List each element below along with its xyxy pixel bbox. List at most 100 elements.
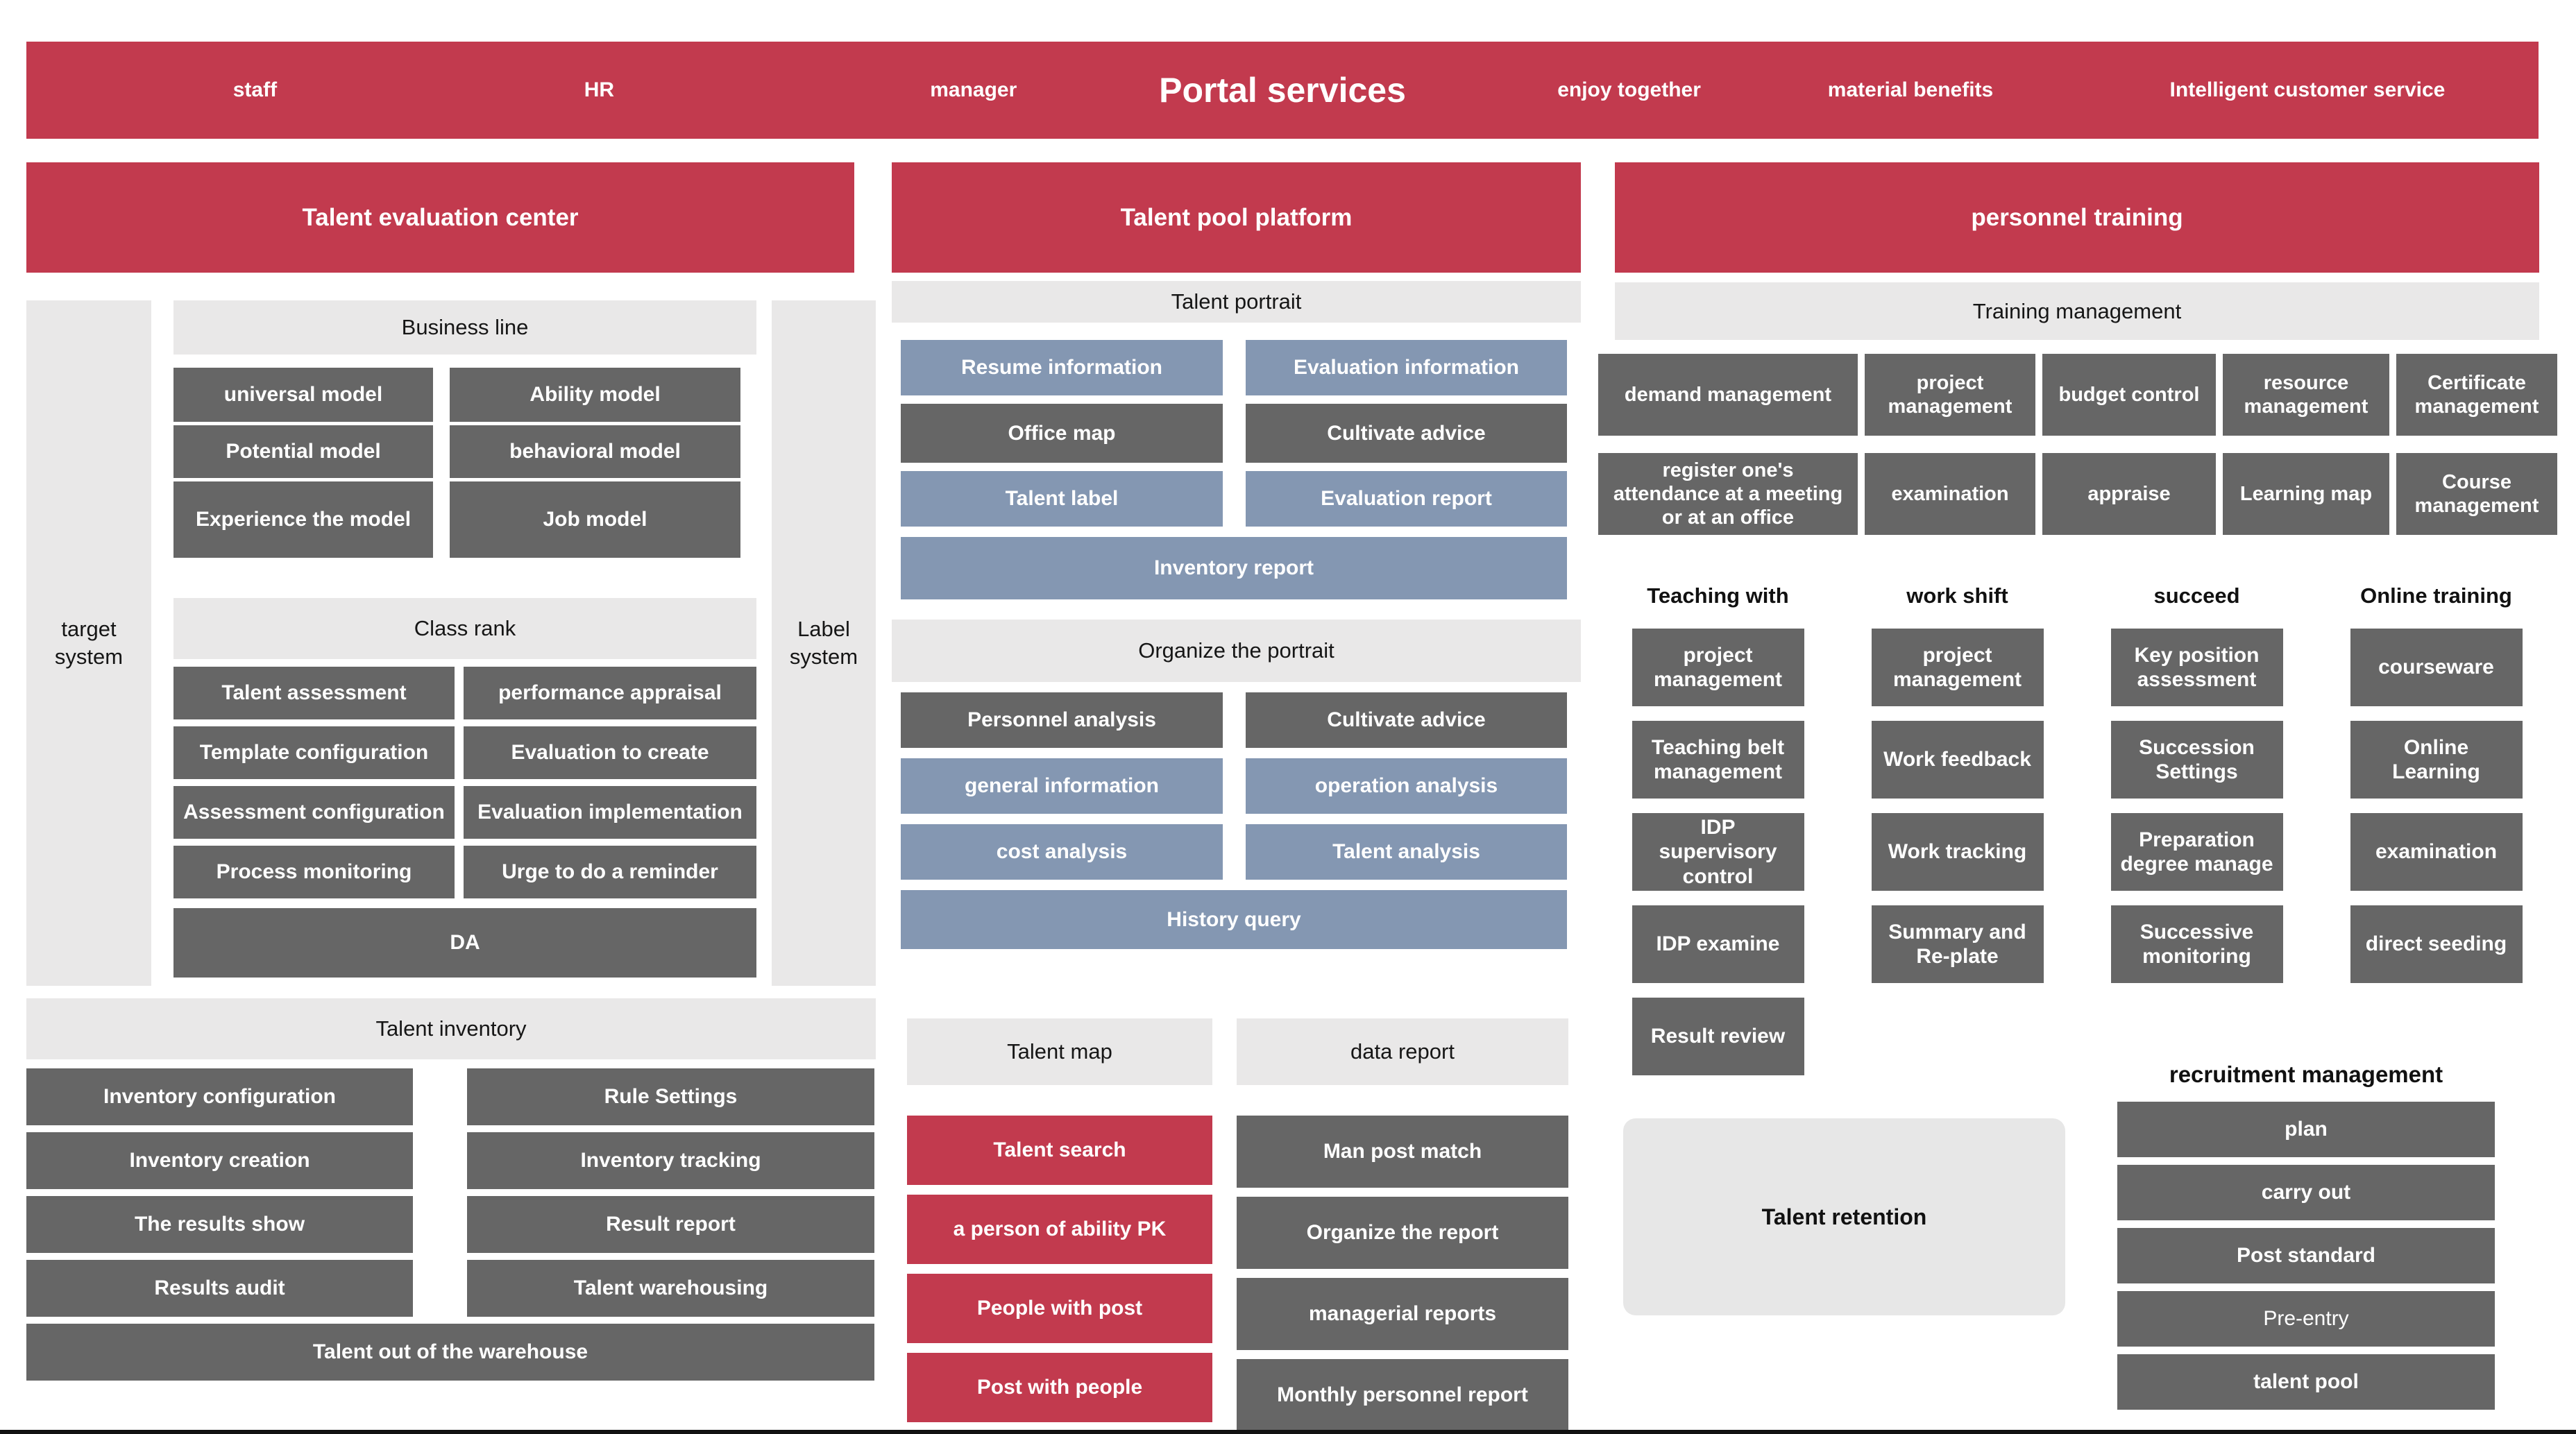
module-box: direct seeding — [2350, 905, 2523, 983]
module-box: Summary and Re-plate — [1871, 905, 2044, 983]
module-box: Inventory configuration — [26, 1068, 413, 1125]
module-box: register one's attendance at a meeting o… — [1598, 453, 1858, 535]
track-work-shift: work shift project management Work feedb… — [1871, 583, 2044, 1075]
track-online-training: Online training courseware Online Learni… — [2350, 583, 2523, 1075]
module-box: resource management — [2223, 354, 2389, 436]
track-stack: courseware Online Learning examination d… — [2350, 629, 2523, 983]
module-box: Key position assessment — [2110, 629, 2283, 706]
module-box: Preparation degree manage — [2110, 813, 2283, 891]
module-box: Teaching belt management — [1632, 721, 1804, 799]
module-box: examination — [2350, 813, 2523, 891]
module-box: Assessment configuration — [173, 786, 455, 839]
module-box: performance appraisal — [464, 667, 756, 719]
banner-enjoy-together: enjoy together — [1557, 78, 1701, 101]
module-box: Post with people — [907, 1353, 1212, 1422]
module-box: managerial reports — [1237, 1278, 1568, 1350]
module-box: Template configuration — [173, 726, 455, 779]
page-title: Portal services — [1159, 71, 1406, 110]
organize-portrait-grid: Personnel analysis Cultivate advice gene… — [901, 692, 1567, 949]
talent-inventory-grid: Inventory configuration Rule Settings In… — [26, 1068, 876, 1317]
module-box: budget control — [2042, 354, 2216, 436]
label-system-sidebar: Label system — [772, 300, 876, 986]
module-box: Ability model — [450, 368, 740, 422]
top-banner: staff HR manager Portal services enjoy t… — [26, 42, 2539, 139]
module-box: project management — [1865, 354, 2035, 436]
module-box: cost analysis — [901, 824, 1223, 880]
module-box-history-query: History query — [901, 890, 1567, 949]
module-box: behavioral model — [450, 425, 740, 478]
module-box: Result review — [1632, 998, 1804, 1075]
module-box: Results audit — [26, 1260, 413, 1317]
module-box: Course management — [2396, 453, 2557, 535]
module-box: People with post — [907, 1274, 1212, 1343]
talent-map-subsection: Talent map Talent search a person of abi… — [907, 1018, 1212, 1431]
track-stack: project management Work feedback Work tr… — [1871, 629, 2044, 983]
module-box: Post standard — [2117, 1228, 2495, 1283]
evaluation-middle-zone: target system Business line universal mo… — [26, 300, 876, 986]
training-tracks: Teaching with project management Teachin… — [1598, 583, 2556, 1075]
module-box: Succession Settings — [2110, 721, 2283, 799]
module-box: IDP supervisory control — [1632, 813, 1804, 891]
module-box: Inventory creation — [26, 1132, 413, 1189]
module-box: Organize the report — [1237, 1197, 1568, 1269]
module-box: Talent analysis — [1246, 824, 1567, 880]
data-report-subsection: data report Man post match Organize the … — [1237, 1018, 1568, 1431]
banner-material-benefits: material benefits — [1827, 78, 1994, 101]
talent-pool-platform-header: Talent pool platform — [892, 162, 1581, 273]
module-box: Urge to do a reminder — [464, 846, 756, 898]
recruitment-management-subsection: recruitment management plan carry out Po… — [2117, 1057, 2495, 1410]
module-box: Cultivate advice — [1246, 404, 1567, 463]
banner-intelligent-customer-service: Intelligent customer service — [2169, 78, 2446, 101]
role-staff: staff — [232, 78, 278, 101]
business-line-grid: universal model Ability model Potential … — [173, 368, 756, 558]
data-report-stack: Man post match Organize the report manag… — [1237, 1116, 1568, 1431]
module-box: Evaluation information — [1246, 340, 1567, 395]
evaluation-main-area: Business line universal model Ability mo… — [173, 300, 756, 986]
track-stack: project management Teaching belt managem… — [1632, 629, 1804, 1075]
module-box: Result report — [467, 1196, 874, 1253]
track-succeed: succeed Key position assessment Successi… — [2110, 583, 2283, 1075]
module-box: a person of ability PK — [907, 1195, 1212, 1264]
module-box: Evaluation to create — [464, 726, 756, 779]
data-report-header: data report — [1237, 1018, 1568, 1085]
module-box: demand management — [1598, 354, 1858, 436]
track-header: succeed — [2153, 583, 2240, 608]
module-box: Work tracking — [1871, 813, 2044, 891]
module-box-inventory-report: Inventory report — [901, 537, 1567, 599]
module-box: Man post match — [1237, 1116, 1568, 1188]
training-management-grid: demand management project management bud… — [1598, 354, 2557, 535]
bottom-divider — [0, 1430, 2576, 1434]
module-box: examination — [1865, 453, 2035, 535]
module-box: general information — [901, 758, 1223, 814]
talent-map-header: Talent map — [907, 1018, 1212, 1085]
module-box: Learning map — [2223, 453, 2389, 535]
module-box: Certificate management — [2396, 354, 2557, 436]
module-box: Talent warehousing — [467, 1260, 874, 1317]
module-box: Inventory tracking — [467, 1132, 874, 1189]
module-box: universal model — [173, 368, 433, 422]
talent-evaluation-center-section: Talent evaluation center target system B… — [26, 162, 876, 1381]
business-line-header: Business line — [173, 300, 756, 355]
talent-map-stack: Talent search a person of ability PK Peo… — [907, 1116, 1212, 1422]
track-header: work shift — [1906, 583, 2008, 608]
target-system-sidebar: target system — [26, 300, 151, 986]
module-box: Potential model — [173, 425, 433, 478]
module-box: Process monitoring — [173, 846, 455, 898]
organize-portrait-header: Organize the portrait — [892, 620, 1581, 682]
module-box: Online Learning — [2350, 721, 2523, 799]
class-rank-header: Class rank — [173, 598, 756, 659]
module-box: Successive monitoring — [2110, 905, 2283, 983]
track-stack: Key position assessment Succession Setti… — [2110, 629, 2283, 983]
module-box: Talent label — [901, 471, 1223, 527]
talent-portrait-grid: Resume information Evaluation informatio… — [901, 340, 1567, 599]
track-header: Online training — [2360, 583, 2512, 608]
module-box: Cultivate advice — [1246, 692, 1567, 748]
module-box: Evaluation report — [1246, 471, 1567, 527]
recruitment-stack: plan carry out Post standard Pre-entry t… — [2117, 1102, 2495, 1410]
track-header: Teaching with — [1647, 583, 1789, 608]
module-box: project management — [1632, 629, 1804, 706]
talent-evaluation-center-header: Talent evaluation center — [26, 162, 854, 273]
module-box: Pre-entry — [2117, 1291, 2495, 1347]
talent-pool-platform-section: Talent pool platform Talent portrait Res… — [892, 162, 1581, 1431]
track-teaching-with: Teaching with project management Teachin… — [1632, 583, 1804, 1075]
